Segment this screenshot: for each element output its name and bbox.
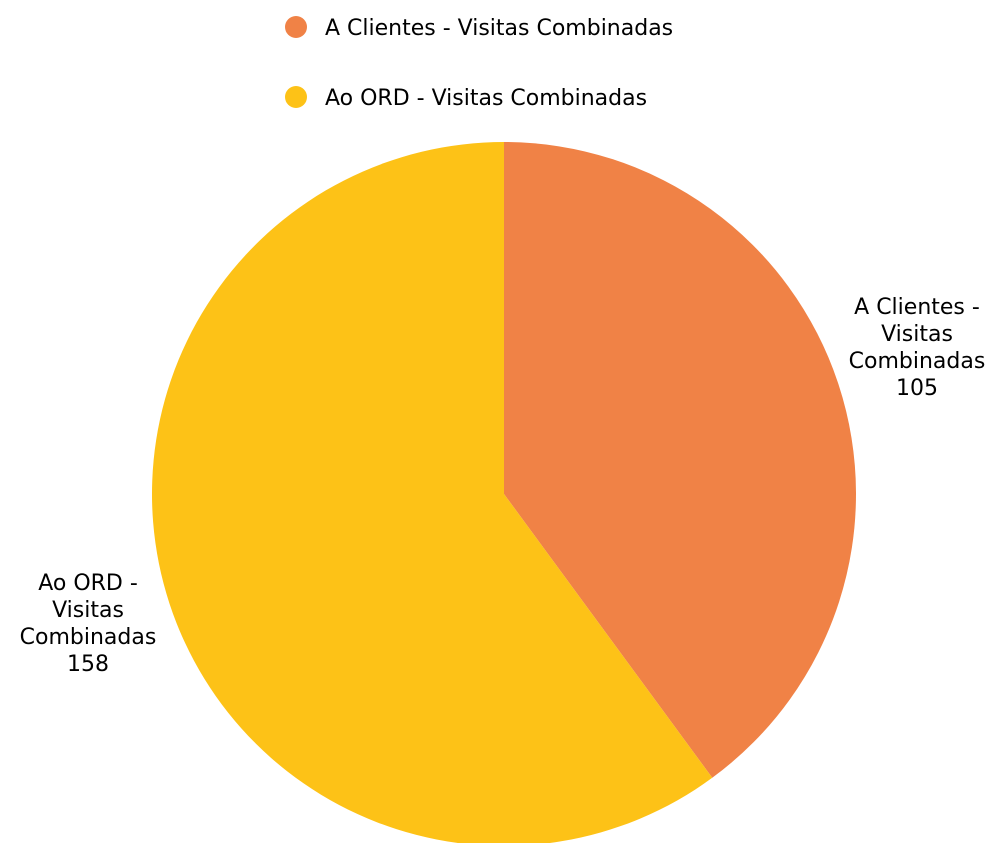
legend-label: Ao ORD - Visitas Combinadas — [325, 86, 647, 111]
legend-label: A Clientes - Visitas Combinadas — [325, 16, 673, 41]
slice-data-label: A Clientes -Visitas Combinadas 105 — [849, 295, 986, 401]
chart-legend: A Clientes - Visitas Combinadas Ao ORD - … — [285, 16, 673, 111]
slice-data-label: Ao ORD -Visitas Combinadas 158 — [20, 571, 157, 677]
pie-slice[interactable] — [152, 142, 713, 843]
pie-slices — [152, 142, 857, 843]
legend-swatch — [285, 86, 307, 108]
pie-slice[interactable] — [504, 142, 857, 778]
legend-item[interactable]: Ao ORD - Visitas Combinadas — [285, 86, 647, 111]
legend-swatch — [285, 16, 307, 38]
legend-item[interactable]: A Clientes - Visitas Combinadas — [285, 16, 673, 41]
slice-labels: A Clientes -Visitas Combinadas 105 Ao ORD -… — [20, 295, 986, 677]
